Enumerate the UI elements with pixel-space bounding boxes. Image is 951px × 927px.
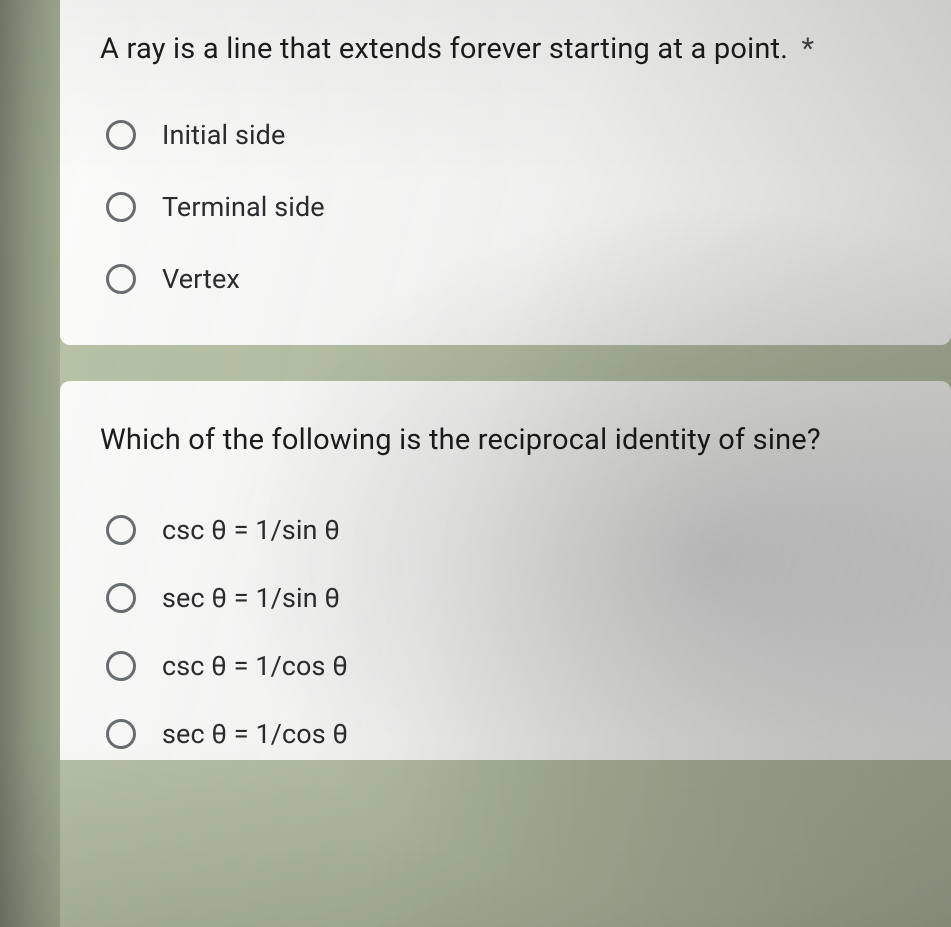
option-label: sec θ = 1/cos θ — [162, 718, 348, 750]
option-row[interactable]: sec θ = 1/cos θ — [100, 718, 911, 750]
option-row[interactable]: Initial side — [100, 119, 911, 151]
radio-icon[interactable] — [106, 515, 136, 545]
radio-icon[interactable] — [106, 120, 136, 150]
screen-left-bezel — [0, 0, 60, 927]
option-row[interactable]: Vertex — [100, 263, 911, 295]
required-marker: * — [801, 32, 814, 66]
radio-icon[interactable] — [106, 192, 136, 222]
option-row[interactable]: csc θ = 1/cos θ — [100, 650, 911, 682]
option-label: Vertex — [162, 263, 240, 295]
option-label: Terminal side — [162, 191, 325, 223]
option-label: Initial side — [162, 119, 285, 151]
radio-icon[interactable] — [106, 583, 136, 613]
radio-icon[interactable] — [106, 719, 136, 749]
option-label: csc θ = 1/sin θ — [162, 514, 340, 546]
option-row[interactable]: Terminal side — [100, 191, 911, 223]
radio-icon[interactable] — [106, 264, 136, 294]
question-card-1: A ray is a line that extends forever sta… — [60, 0, 951, 345]
question-card-2: Which of the following is the reciprocal… — [60, 381, 951, 760]
option-row[interactable]: csc θ = 1/sin θ — [100, 514, 911, 546]
question-1-prompt: A ray is a line that extends forever sta… — [100, 32, 788, 66]
question-2-prompt: Which of the following is the reciprocal… — [100, 423, 821, 457]
option-row[interactable]: sec θ = 1/sin θ — [100, 582, 911, 614]
option-label: sec θ = 1/sin θ — [162, 582, 340, 614]
question-text-2: Which of the following is the reciprocal… — [100, 421, 911, 460]
option-label: csc θ = 1/cos θ — [162, 650, 348, 682]
radio-icon[interactable] — [106, 651, 136, 681]
question-text-1: A ray is a line that extends forever sta… — [100, 30, 911, 69]
